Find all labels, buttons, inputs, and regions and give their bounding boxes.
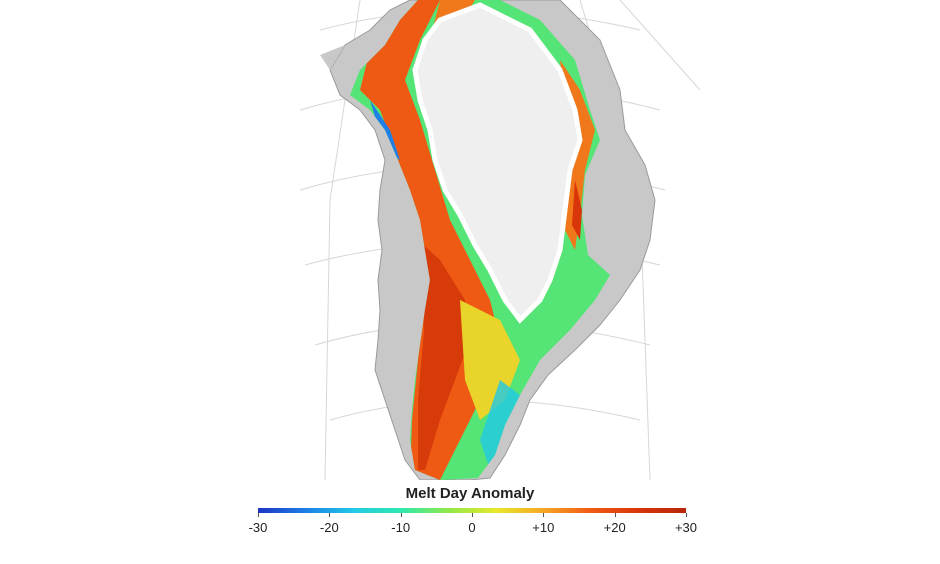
colorbar-tick-label: -30 (248, 520, 268, 535)
colorbar-tick-label: +30 (674, 520, 698, 535)
colorbar-tick-mark (543, 513, 545, 517)
colorbar-tick-mark (686, 513, 687, 517)
colorbar-tick-mark (400, 513, 402, 517)
colorbar-tick-mark (258, 513, 259, 517)
colorbar-tick-label: -20 (319, 520, 339, 535)
colorbar (258, 508, 686, 513)
colorbar-tick-label: +10 (532, 520, 555, 535)
legend: Melt Day Anomaly -30 -20 -10 0 +10 +20 +30 (0, 480, 940, 564)
colorbar-tick-label: -10 (391, 520, 411, 535)
greenland-melt-map (299, 0, 701, 481)
colorbar-tick-label: +20 (603, 520, 626, 535)
colorbar-tick-mark (472, 513, 473, 517)
colorbar-tick-mark (614, 513, 616, 517)
colorbar-tick-mark (329, 513, 331, 517)
legend-title: Melt Day Anomaly (405, 485, 535, 502)
colorbar-tick-label: 0 (468, 520, 476, 535)
map-canvas (299, 0, 701, 481)
ice-sheet-interior (412, 2, 583, 324)
